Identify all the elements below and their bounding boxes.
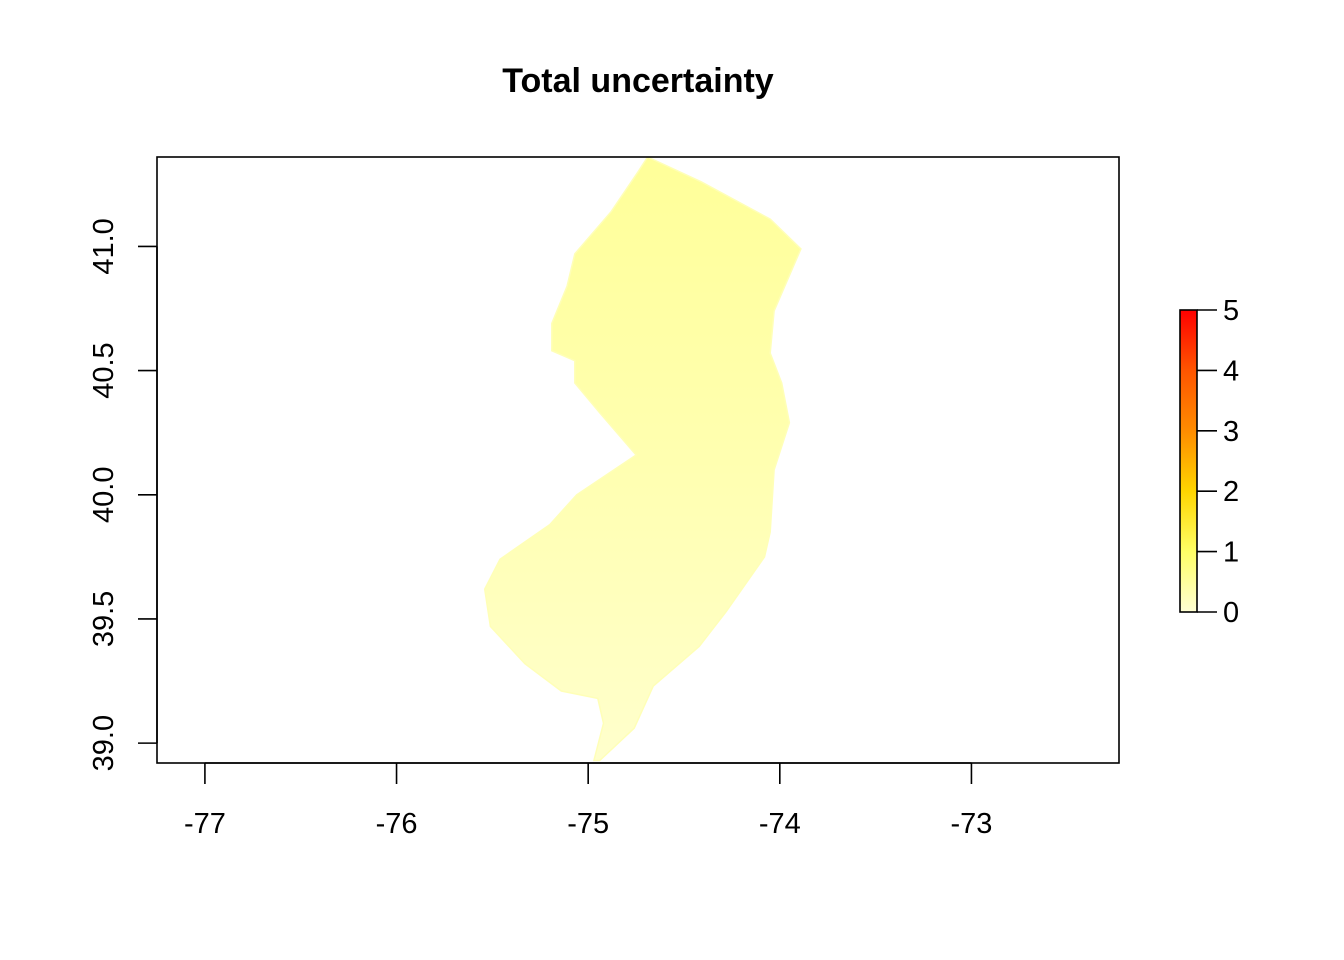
y-tick-label: 40.5 (88, 342, 120, 398)
colorbar-tick-label: 1 (1223, 537, 1239, 569)
colorbar-tick-label: 3 (1223, 416, 1239, 448)
colorbar-legend: 0 1 2 3 4 5 (1179, 295, 1239, 629)
map-region (483, 157, 802, 762)
x-tick-label: -73 (950, 808, 992, 840)
colorbar-tick-label: 0 (1223, 597, 1239, 629)
y-tick-label: 40.0 (88, 467, 120, 523)
y-axis: 39.0 39.5 40.0 40.5 41.0 (88, 218, 158, 771)
y-tick-label: 39.0 (88, 715, 120, 771)
y-tick-label: 41.0 (88, 218, 120, 274)
y-tick-label: 39.5 (88, 591, 120, 647)
plot-title: Total uncertainty (502, 62, 773, 100)
x-tick-label: -75 (567, 808, 609, 840)
colorbar-bar (1179, 309, 1198, 613)
x-tick-label: -76 (376, 808, 418, 840)
colorbar-tick-label: 4 (1223, 355, 1239, 387)
x-tick-label: -77 (184, 808, 226, 840)
colorbar-tick-label: 2 (1223, 476, 1239, 508)
region-new-jersey (483, 157, 802, 762)
colorbar-tick-label: 5 (1223, 295, 1239, 327)
x-axis: -77 -76 -75 -74 -73 (184, 762, 992, 840)
x-tick-label: -74 (759, 808, 801, 840)
